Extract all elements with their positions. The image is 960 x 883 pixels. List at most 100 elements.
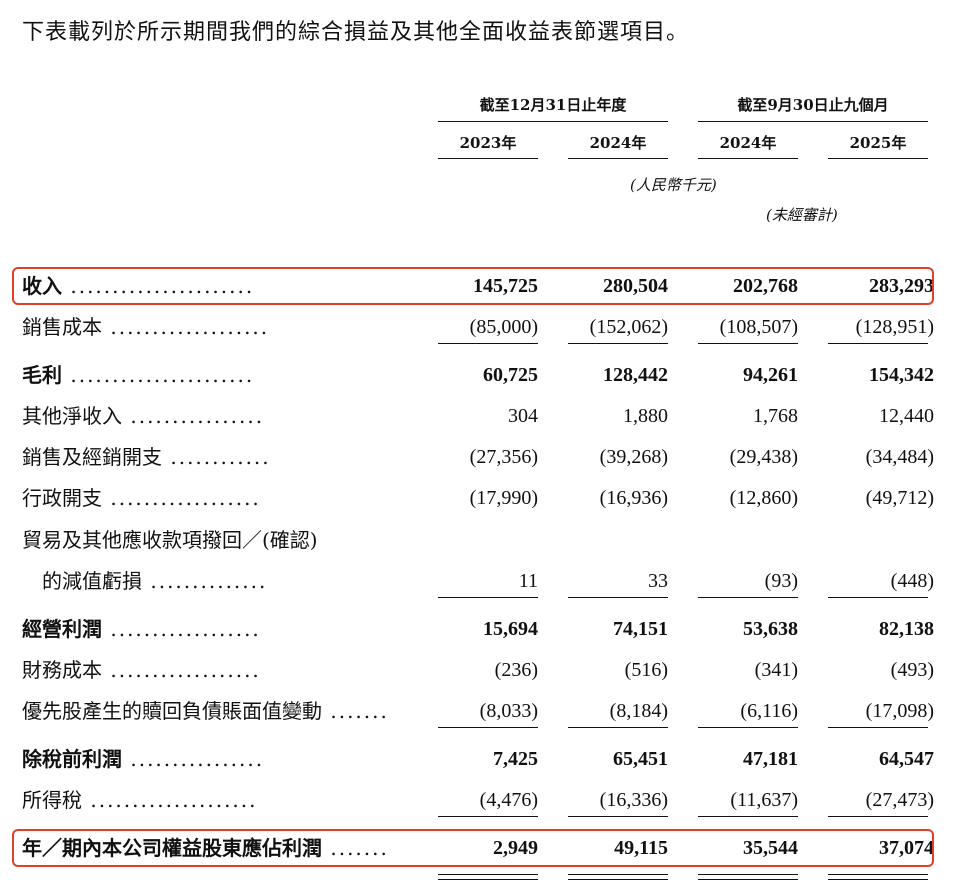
row-label: 收入 ......................	[22, 268, 414, 304]
row-value: (236)	[494, 659, 538, 681]
subtotal-rule	[438, 597, 538, 598]
row-value: 202,768	[733, 275, 798, 297]
row-value: 94,261	[743, 364, 798, 386]
subtotal-rule	[438, 874, 538, 875]
row-value: 7,425	[493, 748, 538, 770]
row-value: 128,442	[603, 364, 668, 386]
row-value: (8,184)	[609, 700, 668, 722]
table-row: 毛利 ...................... 60,725 128,442 94…	[0, 357, 960, 393]
leader-dots: ......................	[62, 274, 255, 298]
leader-dots: ....................	[82, 788, 258, 812]
row-value: (17,990)	[469, 487, 538, 509]
leader-dots: .......	[322, 836, 389, 860]
header-rule	[438, 121, 668, 122]
row-value: 60,725	[483, 364, 538, 386]
row-label-text: 其他淨收入	[22, 404, 122, 428]
row-value: 1,768	[753, 405, 798, 427]
row-value: (27,473)	[865, 789, 934, 811]
row-value: (39,268)	[599, 446, 668, 468]
subtotal-rule	[698, 597, 798, 598]
row-value: 11	[518, 570, 538, 592]
subtotal-rule	[438, 879, 538, 880]
leader-dots: .......	[322, 699, 389, 723]
table-row: 除稅前利潤 ................ 7,425 65,451 47,181 6…	[0, 741, 960, 777]
row-label-text: 優先股產生的贖回負債賬面值變動	[22, 699, 322, 723]
leader-dots: ..............	[142, 569, 268, 593]
row-value: (29,438)	[729, 446, 798, 468]
leader-dots: ...................	[102, 315, 270, 339]
row-label-text: 收入	[22, 274, 62, 298]
row-value: 53,638	[743, 618, 798, 640]
row-value	[678, 522, 798, 558]
year-rule	[698, 158, 798, 159]
row-value: 145,725	[473, 275, 538, 297]
row-value	[418, 522, 538, 558]
row-value: (6,116)	[740, 700, 798, 722]
row-value: (49,712)	[865, 487, 934, 509]
row-value: (16,936)	[599, 487, 668, 509]
subtotal-rule	[438, 343, 538, 344]
header-group-nine-months: 截至9月30日止九個月	[737, 96, 889, 114]
table-row: 銷售成本 ................... (85,000) (152,062…	[0, 309, 960, 345]
subtotal-rule	[438, 816, 538, 817]
row-label: 貿易及其他應收款項撥回／(確認)	[22, 522, 414, 558]
row-label-text: 所得稅	[22, 788, 82, 812]
row-label-text: 年／期內本公司權益股東應佔利潤	[22, 836, 322, 860]
row-value: (85,000)	[469, 316, 538, 338]
header-group-year: 截至12月31日止年度	[479, 96, 627, 114]
row-value: (8,033)	[479, 700, 538, 722]
subtotal-rule	[568, 816, 668, 817]
subtotal-rule	[438, 727, 538, 728]
row-value: (152,062)	[589, 316, 668, 338]
subtotal-rule	[568, 343, 668, 344]
subtotal-rule	[698, 727, 798, 728]
row-value: 12,440	[879, 405, 934, 427]
row-value	[548, 522, 668, 558]
row-label: 經營利潤 ..................	[22, 611, 414, 647]
row-value: (108,507)	[719, 316, 798, 338]
subtotal-rule	[568, 874, 668, 875]
row-value: (493)	[890, 659, 934, 681]
subtotal-rule	[828, 874, 928, 875]
row-value: 1,880	[623, 405, 668, 427]
row-label: 除稅前利潤 ................	[22, 741, 414, 777]
leader-dots: ................	[122, 404, 265, 428]
row-label: 行政開支 ..................	[22, 480, 414, 516]
subtotal-rule	[828, 343, 928, 344]
leader-dots: ......................	[62, 363, 255, 387]
year-header: 2024年	[589, 134, 647, 152]
row-value: (516)	[624, 659, 668, 681]
year-rule	[438, 158, 538, 159]
year-header: 2024年	[719, 134, 777, 152]
row-value: 15,694	[483, 618, 538, 640]
row-value: 74,151	[613, 618, 668, 640]
row-label: 年／期內本公司權益股東應佔利潤 .......	[22, 830, 414, 866]
subtotal-rule	[568, 597, 668, 598]
row-value: 82,138	[879, 618, 934, 640]
leader-dots: ..................	[102, 617, 261, 641]
row-label-text: 財務成本	[22, 658, 102, 682]
header-rule	[698, 121, 928, 122]
subtotal-rule	[698, 879, 798, 880]
row-label-text: 的減值虧損	[22, 569, 142, 593]
intro-text: 下表載列於所示期間我們的綜合損益及其他全面收益表節選項目。	[22, 20, 690, 45]
year-header: 2023年	[459, 134, 517, 152]
table-row: 所得稅 .................... (4,476) (16,336) (…	[0, 782, 960, 818]
row-label-text: 貿易及其他應收款項撥回／(確認)	[22, 528, 318, 552]
row-label-text: 行政開支	[22, 486, 102, 510]
row-value: (27,356)	[469, 446, 538, 468]
subtotal-rule	[828, 727, 928, 728]
year-rule	[828, 158, 928, 159]
row-value: 33	[648, 570, 668, 592]
row-value: 154,342	[869, 364, 934, 386]
row-value: (11,637)	[730, 789, 798, 811]
row-label: 財務成本 ..................	[22, 652, 414, 688]
row-value: (34,484)	[865, 446, 934, 468]
row-label-text: 銷售及經銷開支	[22, 445, 162, 469]
row-value: (4,476)	[479, 789, 538, 811]
row-label: 銷售及經銷開支 ............	[22, 439, 414, 475]
row-label-text: 銷售成本	[22, 315, 102, 339]
row-value: 35,544	[743, 837, 798, 859]
row-value: 280,504	[603, 275, 668, 297]
row-label-text: 除稅前利潤	[22, 747, 122, 771]
